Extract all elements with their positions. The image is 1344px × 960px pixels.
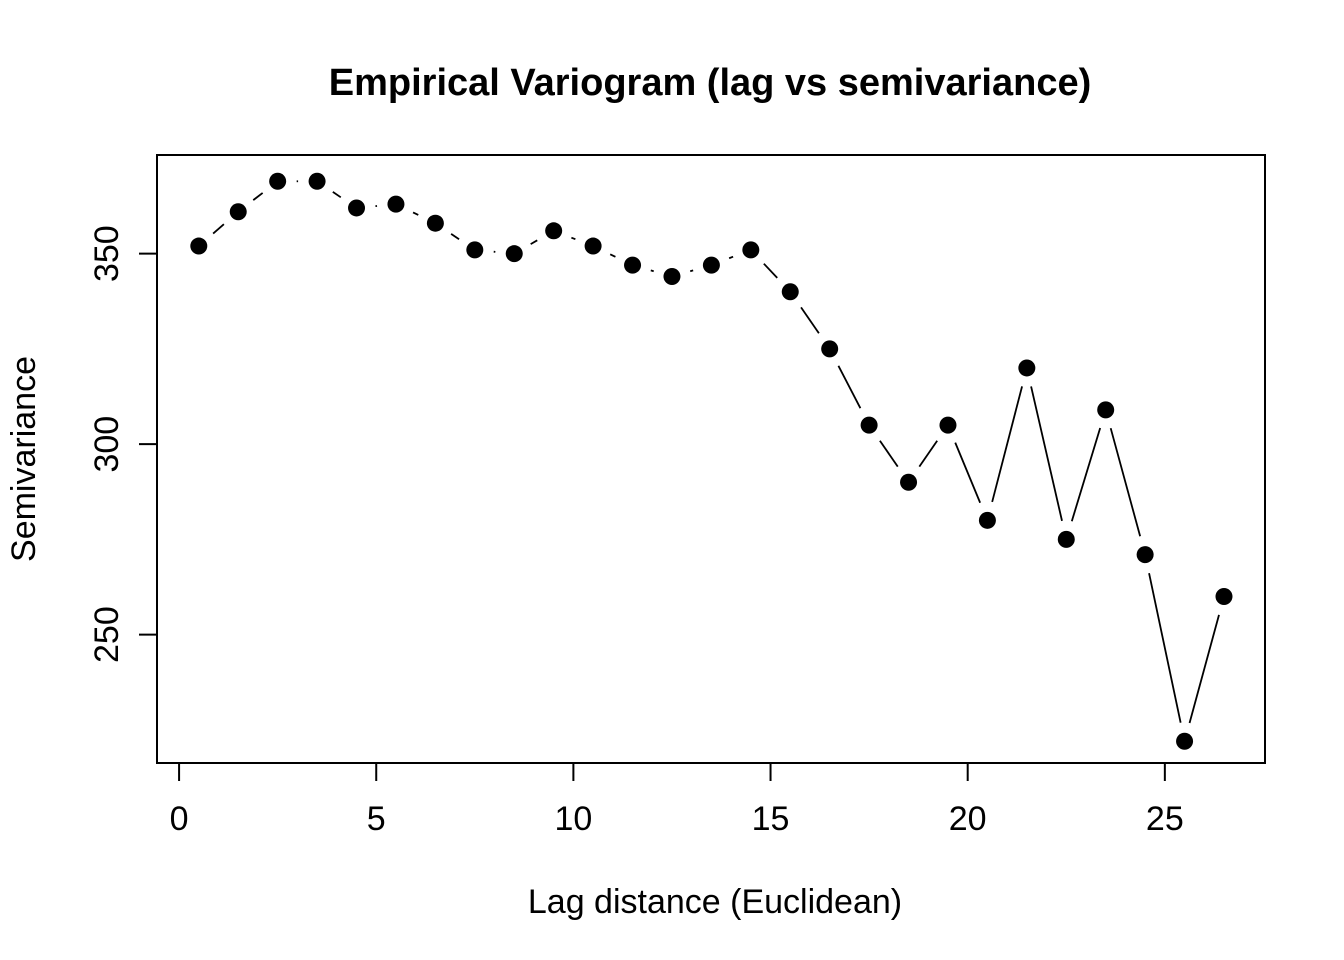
- line-segment: [609, 253, 616, 258]
- data-point: [900, 473, 918, 491]
- data-point: [308, 172, 326, 190]
- line-segment: [728, 255, 734, 260]
- line-segment: [1188, 614, 1220, 724]
- data-point: [229, 203, 247, 221]
- data-point: [702, 256, 720, 274]
- line-segment: [530, 239, 538, 245]
- x-tick-label: 5: [367, 800, 386, 838]
- line-segment: [412, 211, 419, 216]
- data-point: [939, 416, 957, 434]
- data-point: [190, 237, 208, 255]
- series-line-segments: [212, 180, 1220, 724]
- line-segment: [991, 386, 1023, 503]
- line-segment: [837, 365, 862, 409]
- data-point: [1176, 732, 1194, 750]
- data-point: [1018, 359, 1036, 377]
- line-segment: [763, 263, 778, 279]
- line-segment: [800, 306, 820, 334]
- line-segment: [689, 269, 694, 273]
- data-point: [663, 268, 681, 286]
- x-tick-label: 0: [170, 800, 189, 838]
- x-axis-ticks: 0 5 10 15 20 25: [170, 763, 1184, 838]
- y-tick-label: 350: [88, 225, 126, 282]
- y-tick-label: 250: [88, 606, 126, 663]
- data-point: [466, 241, 484, 259]
- data-point: [505, 245, 523, 263]
- line-segment: [879, 440, 899, 468]
- line-segment: [1030, 386, 1063, 522]
- data-point: [860, 416, 878, 434]
- data-point: [1097, 401, 1115, 419]
- data-point: [1057, 530, 1075, 548]
- line-segment: [1148, 573, 1182, 723]
- chart-title: Empirical Variogram (lag vs semivariance…: [329, 62, 1092, 104]
- x-tick-label: 20: [949, 800, 987, 838]
- data-point: [1136, 546, 1154, 564]
- data-point: [348, 199, 366, 217]
- data-point: [978, 511, 996, 529]
- series-data-points: [190, 172, 1233, 750]
- y-tick-label: 300: [88, 416, 126, 473]
- x-axis-label: Lag distance (Euclidean): [528, 883, 902, 921]
- line-segment: [571, 236, 576, 241]
- data-point: [624, 256, 642, 274]
- line-segment: [954, 442, 981, 504]
- x-tick-label: 25: [1146, 800, 1184, 838]
- line-segment: [212, 223, 225, 235]
- plot-frame: [156, 154, 1266, 764]
- line-segment: [918, 440, 938, 468]
- data-point: [545, 222, 563, 240]
- line-segment: [332, 191, 342, 199]
- data-point: [781, 283, 799, 301]
- data-point: [426, 214, 444, 232]
- line-segment: [450, 233, 460, 240]
- line-segment: [252, 192, 264, 201]
- data-point: [269, 172, 287, 190]
- data-point: [742, 241, 760, 259]
- y-axis-ticks: 250 300 350: [88, 225, 157, 663]
- x-tick-label: 10: [554, 800, 592, 838]
- data-point: [821, 340, 839, 358]
- x-tick-label: 15: [752, 800, 790, 838]
- data-point: [387, 195, 405, 213]
- line-segment: [1109, 427, 1142, 537]
- data-point: [584, 237, 602, 255]
- y-axis-label: Semivariance: [5, 356, 43, 562]
- data-point: [1215, 588, 1233, 606]
- line-segment: [650, 269, 654, 273]
- line-segment: [1070, 427, 1102, 522]
